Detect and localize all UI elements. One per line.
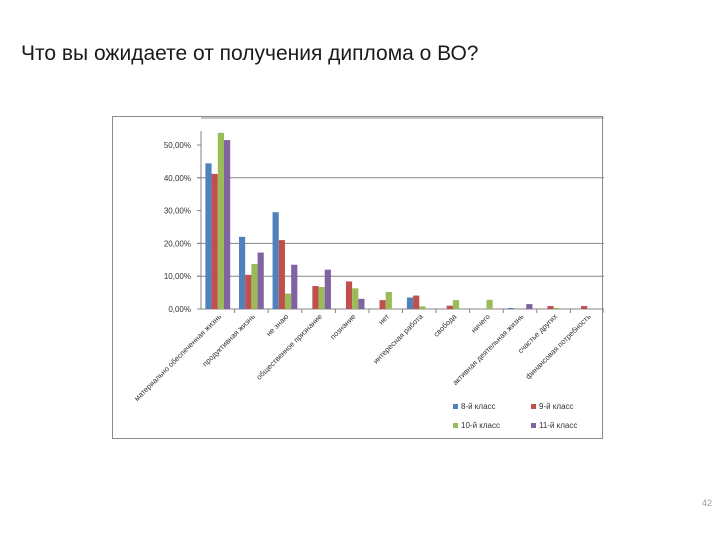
y-tick-label: 0,00% <box>168 305 191 314</box>
page-number: 42 <box>701 498 712 508</box>
bar <box>284 293 292 309</box>
bar <box>318 287 325 309</box>
bar <box>581 306 588 309</box>
bar <box>312 286 319 309</box>
bar <box>211 173 218 309</box>
y-tick-label: 30,00% <box>164 207 191 216</box>
bar <box>358 298 365 309</box>
bar <box>352 288 359 309</box>
bar <box>291 264 298 309</box>
legend-swatch <box>453 404 458 409</box>
x-category-label: познание <box>328 312 357 341</box>
bar <box>413 295 420 309</box>
bar <box>324 269 331 309</box>
legend-swatch <box>531 423 536 428</box>
legend-swatch <box>453 423 458 428</box>
bar <box>205 163 212 309</box>
y-tick-label: 50,00% <box>164 141 191 150</box>
bar <box>272 212 279 309</box>
x-category-label: не знаю <box>264 312 290 338</box>
y-tick-label: 10,00% <box>164 272 191 281</box>
bar <box>406 297 414 309</box>
bar <box>345 281 353 309</box>
bar <box>507 308 514 309</box>
x-category-label: нет <box>377 312 392 327</box>
slide-title: Что вы ожидаете от получения диплома о В… <box>21 42 479 65</box>
bar <box>419 306 426 309</box>
legend-label: 8-й класс <box>461 402 496 411</box>
bar <box>251 264 258 309</box>
bar <box>257 252 264 309</box>
bar <box>547 306 554 309</box>
chart-canvas: 0,00%10,00%20,00%30,00%40,00%50,00%матер… <box>132 117 604 430</box>
legend-swatch <box>531 404 536 409</box>
legend-label: 11-й класс <box>539 421 577 430</box>
bar <box>553 308 560 309</box>
legend-label: 10-й класс <box>461 421 500 430</box>
bar <box>238 236 246 309</box>
bar <box>452 300 460 309</box>
y-tick-label: 40,00% <box>164 174 191 183</box>
x-category-label: ничего <box>469 312 492 335</box>
bar <box>379 300 386 309</box>
y-tick-label: 20,00% <box>164 239 191 248</box>
x-category-label: свобода <box>432 311 459 338</box>
bar <box>385 291 392 309</box>
bar-chart: 0,00% 10,00% 20,00% 30,00% 40,00% 50,00% матер… <box>112 116 604 439</box>
legend-label: 9-й класс <box>539 402 574 411</box>
bar <box>223 140 231 309</box>
bar <box>486 299 493 309</box>
x-category-label: общественное признание <box>254 312 324 382</box>
x-category-label: активная деятельная жизнь <box>451 312 526 387</box>
bar <box>446 305 453 309</box>
x-category-label: финансовая потребность <box>524 312 593 381</box>
bar <box>217 132 224 309</box>
bar <box>245 274 252 309</box>
bar <box>526 304 533 309</box>
bar <box>278 240 285 309</box>
